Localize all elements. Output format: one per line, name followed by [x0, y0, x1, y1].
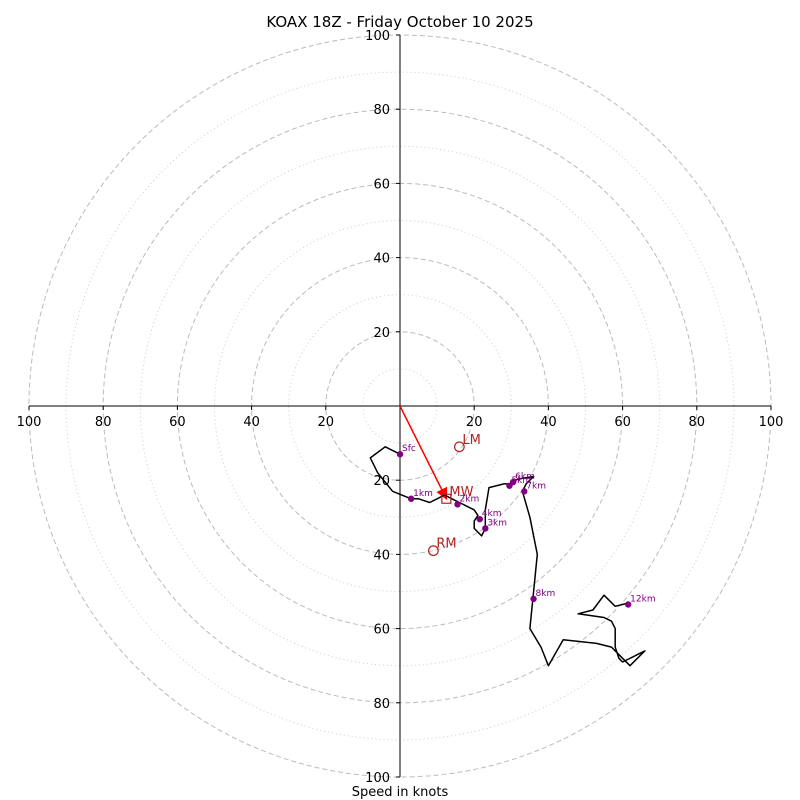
height-marker-6km — [509, 478, 517, 486]
y-tick-label: 80 — [373, 697, 390, 712]
height-label-5km: 5km — [511, 476, 531, 486]
height-marker-3km — [482, 525, 489, 532]
tick-labels: 100 80 60 40 20 20 40 60 80 100 100 80 60 40 20 20 40 60 8… — [17, 29, 784, 786]
y-tick-label: 40 — [373, 548, 390, 563]
y-tick-label: 40 — [373, 252, 390, 267]
x-tick-label: 40 — [243, 415, 260, 430]
motion-label-mw: MW — [449, 485, 473, 500]
y-tick-label: 80 — [373, 103, 390, 118]
height-label-6km: 6km — [515, 472, 535, 482]
height-marker-12km — [624, 601, 632, 608]
motion-marker-lm — [453, 441, 465, 453]
height-marker-8km — [530, 595, 537, 603]
height-label-7km: 7km — [526, 481, 546, 491]
height-marker-7km — [521, 488, 528, 495]
y-tick-label: 60 — [373, 623, 390, 638]
motion-marker-mw — [441, 493, 452, 504]
x-tick-label: 80 — [95, 415, 112, 430]
x-axis-label: Speed in knots — [352, 785, 449, 800]
mean-wind-vector — [399, 405, 448, 501]
height-label-1km: 1km — [413, 489, 433, 499]
x-tick-label: 20 — [466, 415, 483, 430]
height-label-4km: 4km — [482, 509, 502, 519]
height-label-12km: 12km — [630, 594, 655, 604]
height-marker-1km — [407, 495, 415, 502]
motion-marker-rm — [427, 545, 439, 557]
height-label-3km: 3km — [487, 518, 507, 528]
x-tick-label: 100 — [759, 415, 784, 430]
x-tick-label: 100 — [17, 415, 42, 430]
x-tick-label: 40 — [540, 415, 557, 430]
y-tick-label: 20 — [373, 474, 390, 489]
y-tick-label: 20 — [373, 326, 390, 341]
y-tick-label: 60 — [373, 177, 390, 192]
mean-wind-arrow — [399, 405, 448, 501]
height-marker-4km — [476, 515, 483, 523]
height-label-2km: 2km — [460, 494, 480, 504]
height-marker-2km — [454, 501, 461, 508]
y-tick-label: 100 — [365, 29, 390, 44]
height-marker-sfc — [396, 451, 404, 458]
y-tick-label: 100 — [365, 771, 390, 786]
x-tick-label: 60 — [614, 415, 631, 430]
chart-title: KOAX 18Z - Friday October 10 2025 — [266, 13, 533, 31]
x-tick-label: 80 — [689, 415, 706, 430]
height-label-8km: 8km — [536, 589, 556, 599]
x-tick-label: 60 — [169, 415, 186, 430]
motion-label-lm: LM — [462, 433, 480, 448]
storm-motion-markers: LM RM MW — [427, 433, 481, 557]
height-label-sfc: Sfc — [402, 444, 416, 454]
x-tick-label: 20 — [318, 415, 335, 430]
motion-label-rm: RM — [436, 537, 456, 552]
